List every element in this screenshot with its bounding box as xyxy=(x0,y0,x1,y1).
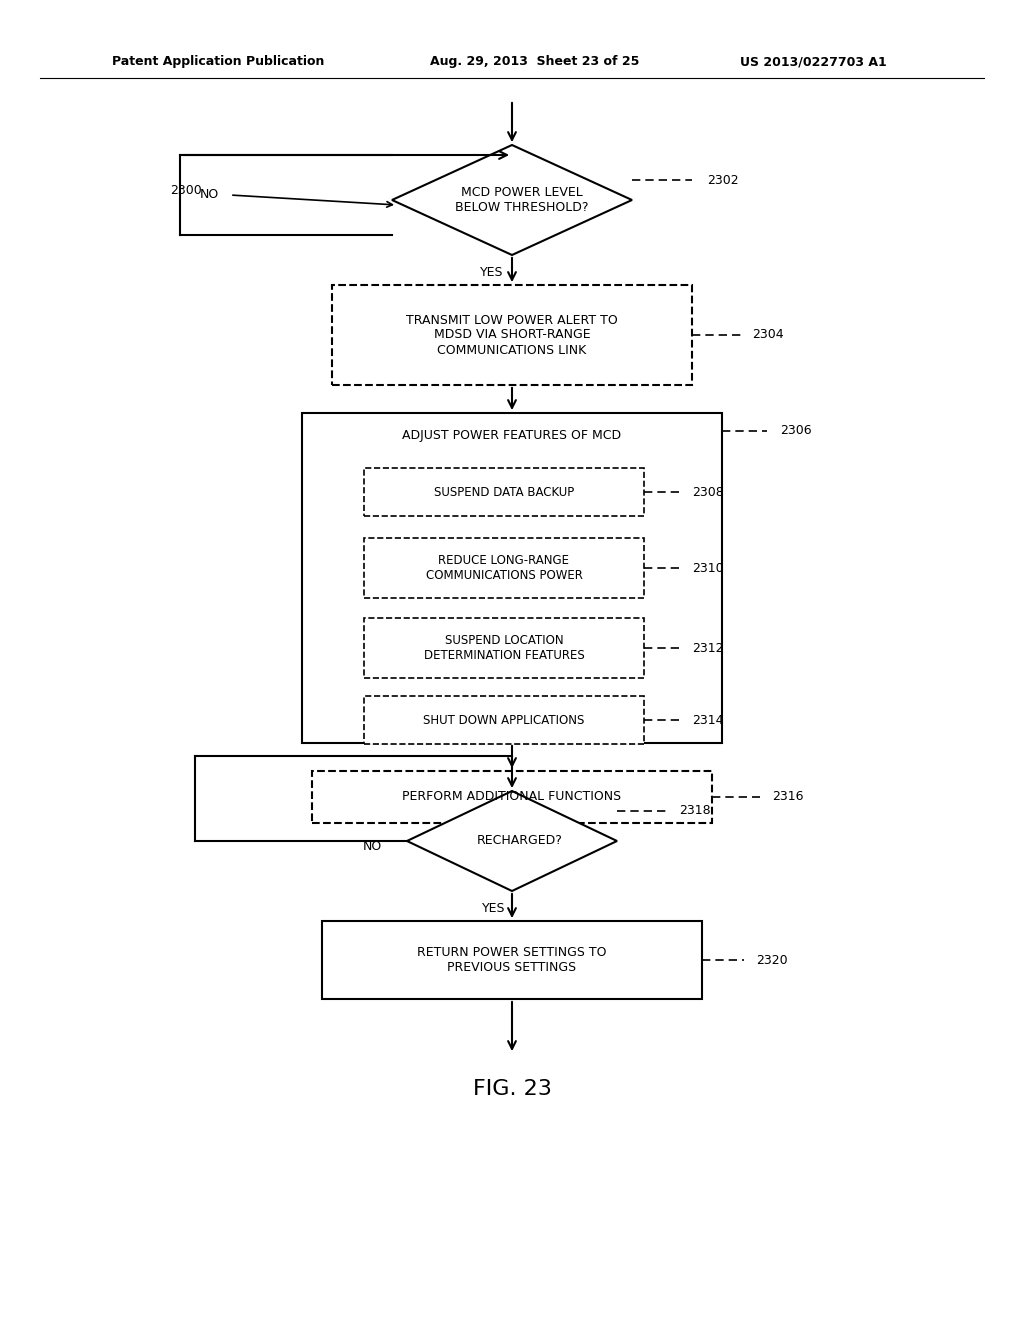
Text: PERFORM ADDITIONAL FUNCTIONS: PERFORM ADDITIONAL FUNCTIONS xyxy=(402,791,622,804)
Text: SUSPEND DATA BACKUP: SUSPEND DATA BACKUP xyxy=(434,486,574,499)
Bar xyxy=(312,771,712,822)
Text: SHUT DOWN APPLICATIONS: SHUT DOWN APPLICATIONS xyxy=(423,714,585,726)
Text: YES: YES xyxy=(482,903,506,916)
Bar xyxy=(364,618,644,678)
Text: US 2013/0227703 A1: US 2013/0227703 A1 xyxy=(740,55,887,69)
Text: NO: NO xyxy=(362,840,382,853)
Text: NO: NO xyxy=(200,189,219,202)
Polygon shape xyxy=(392,145,632,255)
Text: RETURN POWER SETTINGS TO
PREVIOUS SETTINGS: RETURN POWER SETTINGS TO PREVIOUS SETTIN… xyxy=(417,946,607,974)
Text: 2304: 2304 xyxy=(752,329,783,342)
Text: RECHARGED?: RECHARGED? xyxy=(477,834,563,847)
Text: 2300: 2300 xyxy=(170,183,202,197)
Text: 2314: 2314 xyxy=(692,714,724,726)
Bar xyxy=(364,539,644,598)
Text: 2302: 2302 xyxy=(707,173,738,186)
Text: TRANSMIT LOW POWER ALERT TO
MDSD VIA SHORT-RANGE
COMMUNICATIONS LINK: TRANSMIT LOW POWER ALERT TO MDSD VIA SHO… xyxy=(407,314,617,356)
Text: ADJUST POWER FEATURES OF MCD: ADJUST POWER FEATURES OF MCD xyxy=(402,429,622,441)
Text: REDUCE LONG-RANGE
COMMUNICATIONS POWER: REDUCE LONG-RANGE COMMUNICATIONS POWER xyxy=(426,554,583,582)
Text: 2308: 2308 xyxy=(692,486,724,499)
Text: 2318: 2318 xyxy=(679,804,711,817)
Text: 2306: 2306 xyxy=(780,425,812,437)
Bar xyxy=(322,921,702,999)
Bar xyxy=(364,696,644,744)
Bar xyxy=(332,285,692,385)
Text: Patent Application Publication: Patent Application Publication xyxy=(112,55,325,69)
Text: 2316: 2316 xyxy=(772,791,804,804)
Text: 2312: 2312 xyxy=(692,642,724,655)
Text: 2310: 2310 xyxy=(692,561,724,574)
Bar xyxy=(364,469,644,516)
Text: Aug. 29, 2013  Sheet 23 of 25: Aug. 29, 2013 Sheet 23 of 25 xyxy=(430,55,639,69)
Text: YES: YES xyxy=(480,267,504,280)
Text: FIG. 23: FIG. 23 xyxy=(472,1078,552,1100)
Bar xyxy=(302,413,722,743)
Text: MCD POWER LEVEL
BELOW THRESHOLD?: MCD POWER LEVEL BELOW THRESHOLD? xyxy=(456,186,589,214)
Polygon shape xyxy=(407,791,617,891)
Text: SUSPEND LOCATION
DETERMINATION FEATURES: SUSPEND LOCATION DETERMINATION FEATURES xyxy=(424,634,585,663)
Text: 2320: 2320 xyxy=(756,953,787,966)
